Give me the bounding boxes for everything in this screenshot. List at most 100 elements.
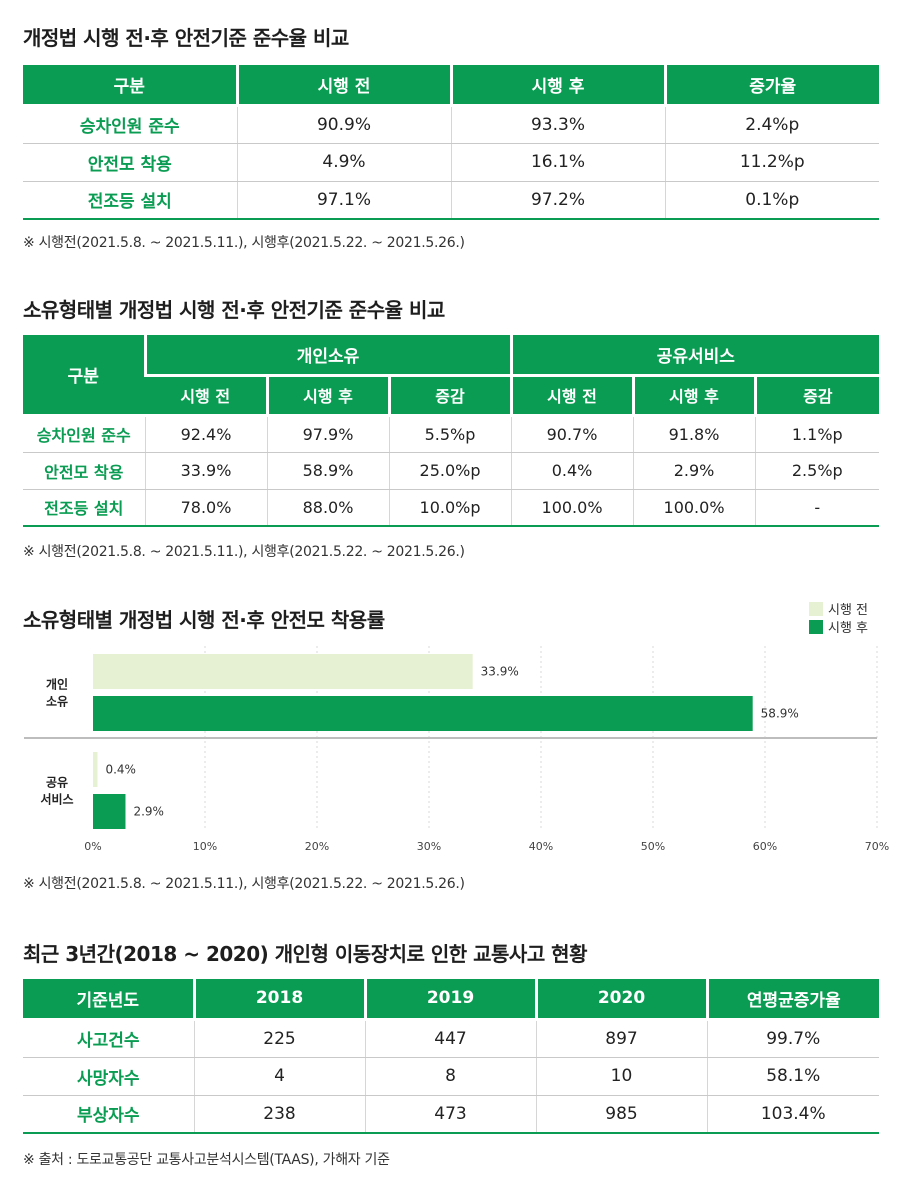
category-label: 소유 <box>46 695 68 709</box>
cell-value: 99.7% <box>706 1019 879 1058</box>
helmet-rate-chart: 0% 10% 20% 30% 40% 50% 60% 70% 33.9% 58.9% 개인소유 0.4… <box>24 602 889 853</box>
x-tick-label: 70% <box>865 840 889 853</box>
bar-before <box>93 654 473 689</box>
ownership-table: 구분 개인소유 공유서비스 시행 전 시행 후 증감 시행 전 시행 후 증감 … <box>23 335 880 527</box>
cell-value: 10 <box>535 1057 707 1096</box>
x-tick-label: 60% <box>753 840 777 853</box>
legend-swatch <box>809 602 823 616</box>
cell-value: 238 <box>193 1095 365 1134</box>
data-label: 58.9% <box>761 707 799 721</box>
bar-after <box>93 696 753 731</box>
section3-title: 소유형태별 개정법 시행 전·후 안전모 착용률 <box>23 608 385 632</box>
section3-note: ※ 시행전(2021.5.8. ~ 2021.5.11.), 시행후(2021.… <box>23 876 465 892</box>
row-label: 승차인원 준수 <box>23 105 237 144</box>
cell-value: - <box>754 489 880 527</box>
compliance-table: 구분 시행 전 시행 후 증가율 승차인원 준수 90.9% 93.3% 2.4… <box>23 65 879 220</box>
section2-title: 소유형태별 개정법 시행 전·후 안전기준 준수율 비교 <box>23 298 445 322</box>
sub-header-cell: 시행 후 <box>265 375 389 417</box>
cell-value: 2.5%p <box>754 452 880 490</box>
group-header-shared: 공유서비스 <box>509 335 880 377</box>
row-label: 사망자수 <box>23 1057 194 1096</box>
header-cell: 구분 <box>23 335 145 417</box>
cell-value: 16.1% <box>450 143 665 182</box>
table-row: 전조등 설치 97.1% 97.2% 0.1%p <box>23 181 879 220</box>
cell-value: 25.0%p <box>388 452 512 490</box>
table-row: 사고건수 225 447 897 99.7% <box>23 1019 879 1058</box>
x-tick-label: 40% <box>529 840 553 853</box>
cell-value: 58.1% <box>706 1057 879 1096</box>
sub-header-cell: 증감 <box>387 375 512 417</box>
sub-header-cell: 시행 후 <box>631 375 756 417</box>
cell-value: 0.1%p <box>664 181 879 220</box>
section4-note: ※ 출처 : 도로교통공단 교통사고분석시스템(TAAS), 가해자 기준 <box>23 1152 390 1168</box>
cell-value: 97.9% <box>266 415 389 453</box>
header-cell: 2018 <box>192 979 365 1021</box>
bar-after <box>93 794 126 829</box>
cell-value: 473 <box>364 1095 536 1134</box>
cell-value: 447 <box>364 1019 536 1058</box>
category-label: 서비스 <box>40 792 73 807</box>
cell-value: 2.9% <box>632 452 756 490</box>
cell-value: 90.7% <box>510 415 634 453</box>
header-cell: 기준년도 <box>23 979 194 1021</box>
header-cell: 연평균증가율 <box>705 979 879 1021</box>
category-label: 개인 <box>46 677 68 692</box>
row-label: 전조등 설치 <box>23 489 145 527</box>
table-row: 부상자수 238 473 985 103.4% <box>23 1095 879 1134</box>
row-label: 안전모 착용 <box>23 143 237 182</box>
cell-value: 100.0% <box>510 489 634 527</box>
data-label: 0.4% <box>105 763 136 777</box>
row-label: 안전모 착용 <box>23 452 145 490</box>
sub-header-cell: 시행 전 <box>145 375 267 417</box>
header-cell: 2020 <box>534 979 707 1021</box>
bar-before <box>93 752 98 787</box>
data-label: 33.9% <box>481 665 519 679</box>
cell-value: 58.9% <box>266 452 389 490</box>
accident-table: 기준년도 2018 2019 2020 연평균증가율 사고건수 225 447 … <box>23 979 879 1134</box>
section1-title: 개정법 시행 전·후 안전기준 준수율 비교 <box>23 26 349 50</box>
header-cell: 시행 후 <box>449 65 665 107</box>
cell-value: 897 <box>535 1019 707 1058</box>
group-header-private: 개인소유 <box>143 335 512 377</box>
cell-value: 0.4% <box>510 452 634 490</box>
table-row: 승차인원 준수 92.4% 97.9% 5.5%p 90.7% 91.8% 1.… <box>23 415 880 453</box>
cell-value: 10.0%p <box>388 489 512 527</box>
data-label: 2.9% <box>133 805 164 819</box>
table-row: 승차인원 준수 90.9% 93.3% 2.4%p <box>23 105 879 144</box>
cell-value: 92.4% <box>144 415 267 453</box>
cell-value: 88.0% <box>266 489 389 527</box>
sub-header-cell: 증감 <box>753 375 880 417</box>
cell-value: 97.1% <box>236 181 451 220</box>
cell-value: 1.1%p <box>754 415 880 453</box>
table-row: 안전모 착용 33.9% 58.9% 25.0%p 0.4% 2.9% 2.5%… <box>23 452 880 490</box>
header-cell: 증가율 <box>663 65 879 107</box>
x-tick-label: 50% <box>641 840 665 853</box>
cell-value: 225 <box>193 1019 365 1058</box>
cell-value: 93.3% <box>450 105 665 144</box>
table-row: 사망자수 4 8 10 58.1% <box>23 1057 879 1096</box>
cell-value: 33.9% <box>144 452 267 490</box>
row-label: 승차인원 준수 <box>23 415 145 453</box>
cell-value: 4 <box>193 1057 365 1096</box>
legend-swatch <box>809 620 823 634</box>
cell-value: 4.9% <box>236 143 451 182</box>
sub-header-cell: 시행 전 <box>509 375 634 417</box>
x-tick-label: 10% <box>193 840 217 853</box>
table-row: 전조등 설치 78.0% 88.0% 10.0%p 100.0% 100.0% … <box>23 489 880 527</box>
row-label: 사고건수 <box>23 1019 194 1058</box>
legend-label: 시행 후 <box>828 620 868 636</box>
cell-value: 5.5%p <box>388 415 512 453</box>
table-row: 안전모 착용 4.9% 16.1% 11.2%p <box>23 143 879 182</box>
x-tick-label: 0% <box>84 840 101 853</box>
cell-value: 100.0% <box>632 489 756 527</box>
cell-value: 97.2% <box>450 181 665 220</box>
cell-value: 78.0% <box>144 489 267 527</box>
cell-value: 91.8% <box>632 415 756 453</box>
category-label: 공유 <box>46 776 68 790</box>
cell-value: 8 <box>364 1057 536 1096</box>
section2-note: ※ 시행전(2021.5.8. ~ 2021.5.11.), 시행후(2021.… <box>23 544 465 560</box>
cell-value: 11.2%p <box>664 143 879 182</box>
section1-note: ※ 시행전(2021.5.8. ~ 2021.5.11.), 시행후(2021.… <box>23 235 465 251</box>
cell-value: 2.4%p <box>664 105 879 144</box>
row-label: 부상자수 <box>23 1095 194 1134</box>
